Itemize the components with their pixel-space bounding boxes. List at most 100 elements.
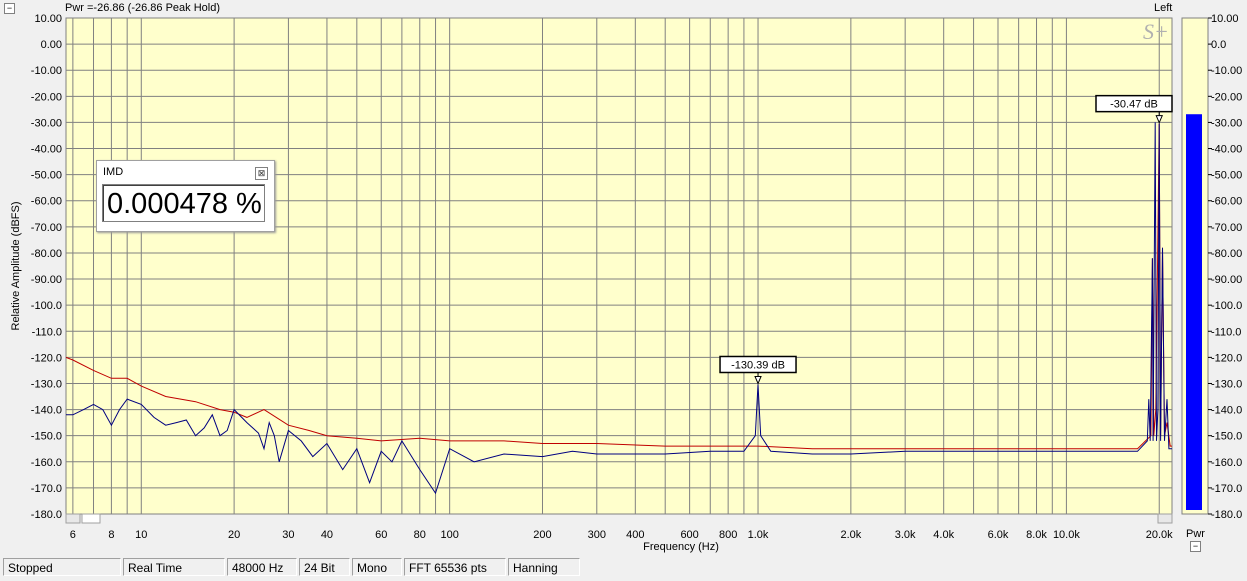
- y-tick-label: -60.00: [31, 196, 62, 208]
- meter-tick-label: -180.0: [1211, 509, 1242, 521]
- y-axis-label: Relative Amplitude (dBFS): [10, 202, 22, 331]
- status-cell: 24 Bit: [299, 558, 350, 576]
- meter-tick-label: -110.0: [1211, 326, 1241, 338]
- x-tick-label: 4.0k: [933, 529, 954, 541]
- y-tick-label: -130.0: [31, 378, 62, 390]
- y-axis: 10.00 0.00 -10.00 -20.00 -30.00 -40.00 -50.00 -…: [31, 13, 62, 521]
- x-tick-label: 2.0k: [840, 529, 861, 541]
- y-tick-label: 10.00: [34, 13, 62, 25]
- y-tick-label: -30.00: [31, 117, 62, 129]
- y-tick-label: -110.0: [32, 326, 62, 338]
- status-cell: FFT 65536 pts: [404, 558, 506, 576]
- meter-tick-label: -80.00: [1211, 248, 1242, 260]
- marker-label: -30.47 dB: [1110, 99, 1158, 111]
- status-cell: Hanning: [508, 558, 580, 576]
- status-cell: Mono: [352, 558, 402, 576]
- x-scroll-left[interactable]: [65, 513, 81, 524]
- meter-tick-label: -130.0: [1211, 378, 1242, 390]
- x-tick-label: 60: [375, 529, 387, 541]
- marker-arrow: [1155, 115, 1163, 124]
- meter-level-bar: [1186, 114, 1202, 510]
- x-scroll-thumb[interactable]: [81, 513, 101, 524]
- status-bar: Stopped Real Time 48000 Hz 24 Bit Mono FFT 65…: [0, 558, 1247, 581]
- meter-tick-label: -90.00: [1211, 274, 1242, 286]
- meter-tick-label: -50.00: [1211, 170, 1242, 182]
- x-axis: 6 8 10 20 30 40 60 80 100 200 300 400 600 800 1.0k 2.0k…: [70, 529, 1173, 541]
- power-readout: Pwr =-26.86 (-26.86 Peak Hold): [65, 2, 220, 14]
- meter-tick-label: -40.00: [1211, 144, 1242, 156]
- y-tick-label: -10.00: [31, 65, 62, 77]
- y-tick-label: -170.0: [31, 483, 62, 495]
- x-tick-label: 80: [414, 529, 426, 541]
- x-axis-label: Frequency (Hz): [643, 541, 719, 553]
- meter-tick-label: 0.0: [1211, 39, 1226, 51]
- spectrum-chart[interactable]: 10.00 0.00 -10.00 -20.00 -30.00 -40.00 -50.00 -…: [0, 0, 1247, 558]
- spectrum-series: [66, 122, 1172, 495]
- y-tick-label: -80.00: [31, 248, 62, 260]
- y-tick-label: -40.00: [31, 144, 62, 156]
- x-tick-label: 10.0k: [1053, 529, 1080, 541]
- close-icon[interactable]: ⊠: [255, 167, 268, 180]
- y-tick-label: -70.00: [31, 222, 62, 234]
- x-tick-label: 1.0k: [748, 529, 769, 541]
- x-tick-label: 20: [228, 529, 240, 541]
- meter-tick-label: 10.00: [1211, 13, 1239, 25]
- channel-label: Left: [1154, 2, 1173, 14]
- y-tick-label: -180.0: [31, 509, 62, 521]
- x-tick-label: 6: [70, 529, 76, 541]
- spectrum-series: [65, 123, 1172, 450]
- meter-tick-label: -150.0: [1211, 431, 1242, 443]
- x-tick-label: 400: [626, 529, 644, 541]
- meter-tick-label: -30.00: [1211, 117, 1242, 129]
- y-tick-label: -120.0: [31, 352, 62, 364]
- meter-tick-label: -70.00: [1211, 222, 1242, 234]
- marker-box: [1095, 94, 1173, 113]
- marker-label: -130.39 dB: [731, 359, 785, 371]
- y-tick-label: -100.0: [31, 300, 62, 312]
- imd-panel[interactable]: IMD ⊠ 0.000478 %: [96, 160, 275, 232]
- y-tick-label: -140.0: [31, 405, 62, 417]
- y-tick-label: -20.00: [31, 91, 62, 103]
- status-cell: Real Time: [123, 558, 225, 576]
- meter-tick-label: -10.00: [1211, 65, 1242, 77]
- status-cell: 48000 Hz: [227, 558, 297, 576]
- y-tick-label: -160.0: [31, 457, 62, 469]
- status-cell: Stopped: [3, 558, 121, 576]
- meter-tick-label: -100.0: [1211, 300, 1242, 312]
- imd-title: IMD: [103, 166, 124, 178]
- x-tick-label: 8.0k: [1026, 529, 1047, 541]
- meter-tick-label: -160.0: [1211, 457, 1242, 469]
- x-tick-label: 100: [440, 529, 458, 541]
- x-tick-label: 40: [321, 529, 333, 541]
- x-tick-label: 200: [533, 529, 551, 541]
- x-tick-label: 20.0k: [1146, 529, 1173, 541]
- markers: -130.39 dB -30.47 dB: [719, 94, 1173, 385]
- app-logo: S+: [1143, 19, 1169, 44]
- y-tick-label: -50.00: [31, 170, 62, 182]
- meter-tick-label: -120.0: [1211, 352, 1242, 364]
- x-tick-label: 6.0k: [988, 529, 1009, 541]
- imd-value: 0.000478 %: [102, 184, 265, 222]
- meter-minimize-button[interactable]: −: [1190, 541, 1201, 552]
- meter-scale: 10.00 0.0 -10.00 -20.00 -30.00 -40.00 -50.00 -6…: [1208, 13, 1242, 521]
- collapse-button[interactable]: −: [4, 3, 15, 14]
- meter-tick-label: -20.00: [1211, 91, 1242, 103]
- x-tick-label: 600: [680, 529, 698, 541]
- x-tick-label: 300: [588, 529, 606, 541]
- y-tick-label: -90.00: [31, 274, 62, 286]
- x-scroll-right[interactable]: [1157, 513, 1173, 524]
- marker-arrow: [754, 375, 762, 385]
- y-tick-label: -150.0: [31, 431, 62, 443]
- meter-tick-label: -170.0: [1211, 483, 1242, 495]
- meter-label: Pwr: [1186, 528, 1205, 540]
- plot-area: [65, 17, 1173, 515]
- series: [65, 122, 1172, 495]
- x-tick-label: 3.0k: [895, 529, 916, 541]
- meter-tick-label: -140.0: [1211, 405, 1242, 417]
- x-tick-label: 30: [282, 529, 294, 541]
- x-tick-label: 8: [108, 529, 114, 541]
- meter-tick-label: -60.00: [1211, 196, 1242, 208]
- y-tick-label: 0.00: [41, 39, 62, 51]
- x-tick-label: 10: [135, 529, 147, 541]
